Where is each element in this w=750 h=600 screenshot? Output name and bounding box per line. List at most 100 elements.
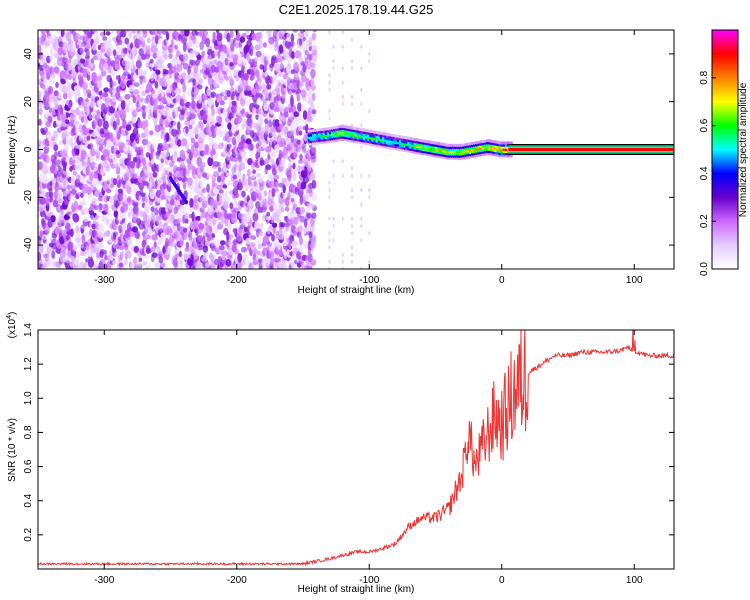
noise-cell: [107, 43, 113, 52]
noise-cell: [272, 73, 278, 80]
noise-cell: [274, 144, 281, 151]
noise-cell: [175, 94, 182, 102]
noise-cell: [123, 146, 129, 152]
noise-cell: [242, 119, 248, 125]
noise-cell: [310, 77, 315, 86]
noise-cell: [258, 31, 263, 40]
noise-cell: [121, 164, 127, 170]
noise-cell: [63, 143, 69, 152]
noise-cell: [332, 224, 335, 228]
noise-cell: [91, 48, 97, 56]
noise-cell: [288, 161, 292, 171]
noise-cell: [197, 72, 202, 80]
noise-cell: [341, 66, 344, 71]
noise-cell: [207, 172, 214, 178]
noise-cell: [139, 97, 144, 103]
noise-cell: [49, 79, 55, 85]
noise-cell: [42, 162, 49, 171]
noise-cell: [286, 169, 292, 179]
noise-cell: [126, 43, 131, 51]
noise-cell: [189, 101, 196, 106]
noise-cell: [255, 50, 262, 58]
x-tick-label: 100: [626, 575, 643, 586]
noise-cell: [341, 102, 344, 107]
noise-cell: [287, 62, 292, 70]
noise-cell: [44, 240, 51, 251]
noise-cell: [96, 51, 103, 61]
x-tick-label: -100: [359, 275, 379, 286]
noise-cell: [53, 190, 58, 200]
noise-cell: [135, 231, 140, 238]
noise-cell: [311, 109, 317, 115]
noise-cell: [138, 48, 145, 56]
noise-cell: [252, 212, 259, 222]
noise-cell: [103, 87, 109, 93]
noise-cell: [220, 61, 225, 68]
noise-cell: [168, 53, 173, 59]
noise-cell: [204, 50, 208, 56]
noise-cell: [141, 157, 147, 166]
noise-cell: [50, 215, 56, 223]
noise-cell: [312, 30, 318, 33]
noise-cell: [272, 133, 277, 144]
noise-cell: [151, 234, 158, 241]
noise-cell: [306, 254, 313, 259]
noise-cell: [341, 94, 344, 99]
noise-cell: [166, 225, 172, 236]
noise-cell: [195, 215, 202, 221]
noise-cell: [82, 76, 88, 82]
noise-cell: [311, 258, 317, 264]
noise-cell: [112, 81, 117, 87]
noise-cell: [167, 245, 173, 253]
noise-cell: [117, 46, 122, 54]
noise-cell: [38, 44, 42, 54]
noise-cell: [67, 64, 74, 71]
noise-cell: [268, 246, 275, 252]
noise-cell: [287, 192, 291, 201]
noise-cell: [189, 59, 196, 66]
noise-cell: [193, 63, 199, 74]
noise-cell: [100, 57, 105, 65]
noise-cell: [368, 59, 371, 64]
noise-cell: [107, 229, 111, 235]
noise-cell: [253, 104, 260, 109]
noise-cell: [105, 31, 111, 36]
noise-cell: [95, 214, 99, 220]
noise-cell: [293, 76, 297, 83]
noise-cell: [184, 247, 190, 252]
noise-cell: [226, 172, 230, 177]
noise-cell: [250, 235, 257, 241]
noise-cell: [150, 158, 155, 165]
noise-cell: [244, 182, 249, 192]
noise-cell: [310, 68, 316, 79]
noise-cell: [228, 74, 233, 85]
noise-cell: [276, 218, 282, 224]
noise-cell: [351, 37, 353, 42]
noise-cell: [126, 197, 132, 203]
noise-cell: [81, 234, 86, 244]
noise-cell: [123, 221, 127, 231]
noise-cell: [149, 58, 154, 64]
noise-cell: [274, 106, 281, 112]
noise-cell: [301, 142, 307, 153]
noise-cell: [41, 234, 48, 240]
noise-cell: [152, 171, 158, 178]
noise-cell: [159, 65, 165, 71]
noise-cell: [351, 195, 353, 200]
snr-frame: [37, 329, 675, 570]
noise-cell: [328, 80, 331, 85]
noise-cell: [253, 56, 260, 62]
noise-cell: [184, 213, 189, 220]
noise-cell: [131, 173, 138, 179]
noise-cell: [113, 231, 119, 237]
noise-cell: [106, 149, 111, 156]
noise-cell: [121, 250, 125, 259]
y-tick-label: 1.4: [23, 323, 34, 337]
noise-cell: [309, 216, 315, 227]
noise-cell: [241, 190, 246, 198]
noise-cell: [259, 231, 264, 237]
noise-cell: [185, 168, 191, 175]
noise-cell: [332, 159, 335, 164]
noise-cell: [259, 64, 264, 70]
noise-cell: [265, 54, 271, 61]
